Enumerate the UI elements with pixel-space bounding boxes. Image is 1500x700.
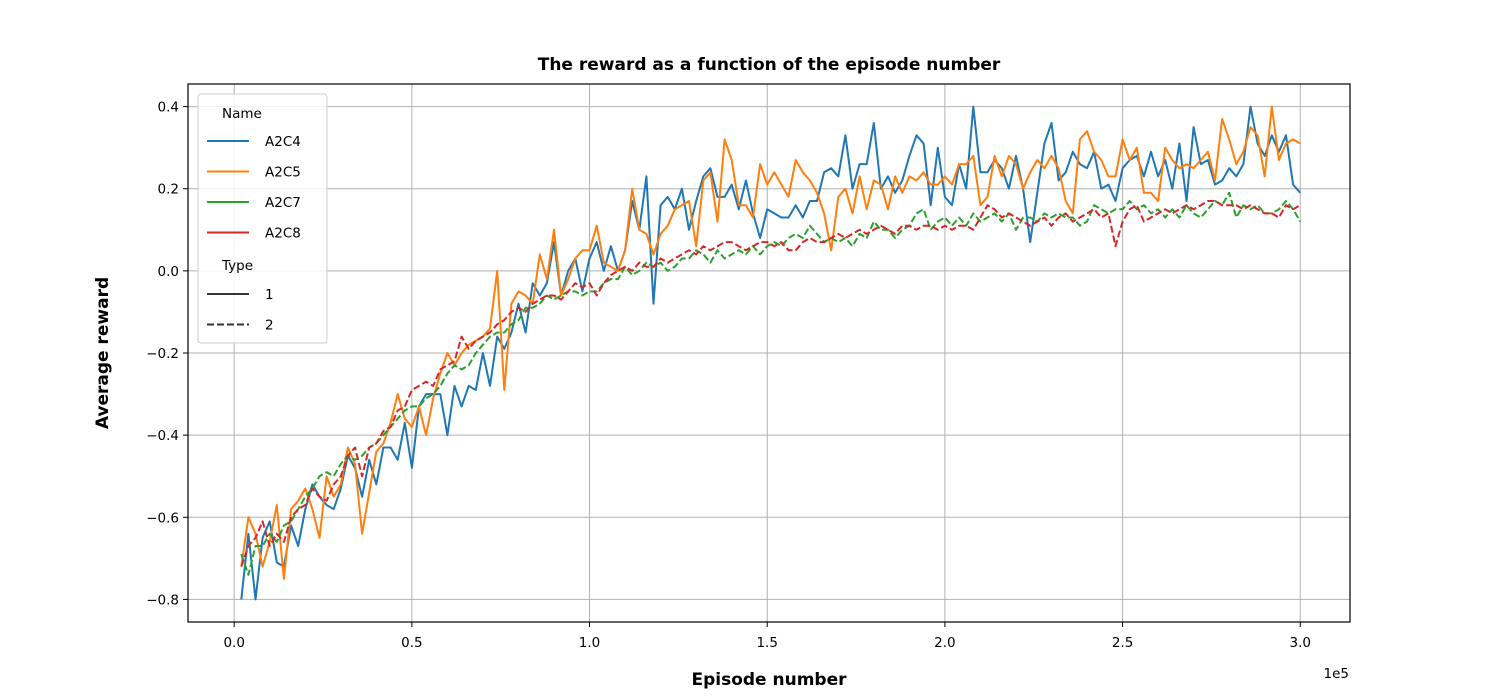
x-axis-offset-label: 1e5 <box>1324 666 1349 682</box>
legend-title-type: Type <box>221 258 253 274</box>
grid <box>188 84 1350 622</box>
legend-type-label-1: 1 <box>265 287 274 303</box>
series-line-a2c5 <box>240 105 1301 580</box>
chart-title: The reward as a function of the episode … <box>538 55 1001 75</box>
series-line-a2c8 <box>240 200 1301 567</box>
axis-ticks: 0.0 0.5 1.0 1.5 2.0 2.5 3.0 −0.8 −0.6 −0.4 −0.2 0.0… <box>146 100 1311 651</box>
legend-label-a2c4: A2C4 <box>265 134 301 150</box>
legend-label-a2c5: A2C5 <box>265 165 301 181</box>
x-tick-label: 1.5 <box>756 635 777 651</box>
x-tick-label: 1.0 <box>579 635 600 651</box>
legend: Name A2C4 A2C5 A2C7 A2C8 Type 1 2 <box>197 93 328 344</box>
x-tick-label: 0.0 <box>223 635 244 651</box>
y-tick-label: −0.4 <box>146 428 179 444</box>
y-tick-label: 0.0 <box>158 264 179 280</box>
x-tick-label: 3.0 <box>1290 635 1311 651</box>
series-line-a2c4 <box>240 105 1302 601</box>
y-tick-label: −0.2 <box>146 346 179 362</box>
series-line-a2c7 <box>240 191 1302 576</box>
legend-label-a2c8: A2C8 <box>265 226 301 242</box>
x-tick-label: 2.0 <box>934 635 955 651</box>
series-lines <box>240 105 1302 601</box>
y-tick-label: −0.6 <box>146 510 179 526</box>
legend-title-name: Name <box>222 106 262 122</box>
x-tick-label: 2.5 <box>1112 635 1133 651</box>
y-tick-label: −0.8 <box>146 592 179 608</box>
legend-box <box>197 93 328 344</box>
y-tick-label: 0.2 <box>158 182 179 198</box>
y-tick-label: 0.4 <box>158 100 179 116</box>
x-axis-label: Episode number <box>691 670 847 690</box>
y-axis-label: Average reward <box>93 277 113 429</box>
x-tick-label: 0.5 <box>401 635 422 651</box>
legend-label-a2c7: A2C7 <box>265 195 301 211</box>
legend-type-label-2: 2 <box>265 318 274 334</box>
